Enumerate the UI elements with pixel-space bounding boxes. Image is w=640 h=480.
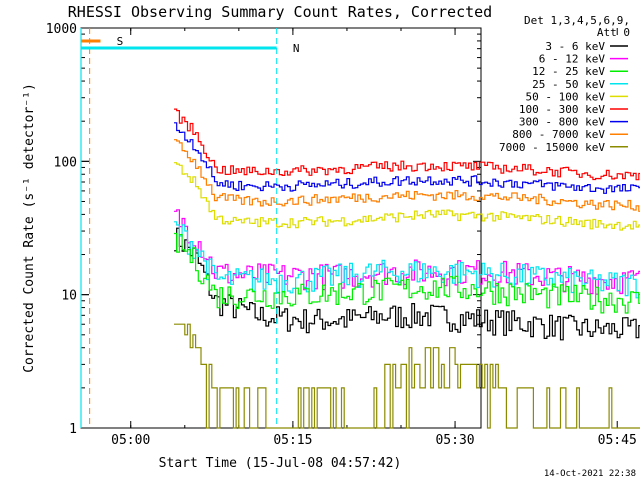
legend-label: 25 - 50 keV bbox=[532, 78, 605, 91]
legend-header: Att 0 bbox=[597, 26, 630, 39]
x-tick-label: 05:00 bbox=[111, 433, 150, 448]
legend-label: 50 - 100 keV bbox=[526, 90, 606, 103]
y-tick-label: 10 bbox=[61, 289, 77, 304]
legend-label: 3 - 6 keV bbox=[545, 40, 605, 53]
series-line-8 bbox=[174, 323, 640, 429]
series-line-6 bbox=[174, 122, 640, 194]
legend-label: 300 - 800 keV bbox=[519, 116, 605, 129]
plot-marks: SN bbox=[80, 28, 640, 429]
chart-title: RHESSI Observing Summary Count Rates, Co… bbox=[68, 3, 492, 21]
y-tick-label: 1000 bbox=[46, 22, 77, 37]
legend-label: 12 - 25 keV bbox=[532, 65, 605, 78]
x-tick-label: 05:30 bbox=[435, 433, 474, 448]
series-line-0 bbox=[174, 227, 640, 341]
night-label: N bbox=[293, 42, 300, 55]
y-tick-label: 1 bbox=[69, 422, 77, 437]
legend-label: 6 - 12 keV bbox=[539, 53, 606, 66]
legend-label: 7000 - 15000 keV bbox=[499, 141, 605, 154]
legend-header: Det 1,3,4,5,6,9, bbox=[524, 14, 630, 27]
legend-label: 800 - 7000 keV bbox=[512, 128, 605, 141]
series-line-7 bbox=[174, 139, 640, 212]
series-line-3 bbox=[174, 221, 640, 299]
series-line-5 bbox=[174, 108, 640, 181]
saa-label: S bbox=[117, 35, 124, 48]
x-tick-label: 05:45 bbox=[598, 433, 637, 448]
plot-axes: 05:0005:1505:3005:4506:0006:1506:3011010… bbox=[46, 22, 637, 448]
x-axis-label: Start Time (15-Jul-08 04:57:42) bbox=[159, 456, 402, 471]
legend-label: 100 - 300 keV bbox=[519, 103, 605, 116]
x-tick-label: 05:15 bbox=[273, 433, 312, 448]
series-line-4 bbox=[174, 162, 640, 231]
y-axis-label: Corrected Count Rate (s⁻¹ detector⁻¹) bbox=[22, 83, 37, 373]
footer-timestamp: 14-Oct-2021 22:38 bbox=[544, 469, 636, 479]
series-line-2 bbox=[174, 232, 640, 314]
y-tick-label: 100 bbox=[54, 155, 77, 170]
